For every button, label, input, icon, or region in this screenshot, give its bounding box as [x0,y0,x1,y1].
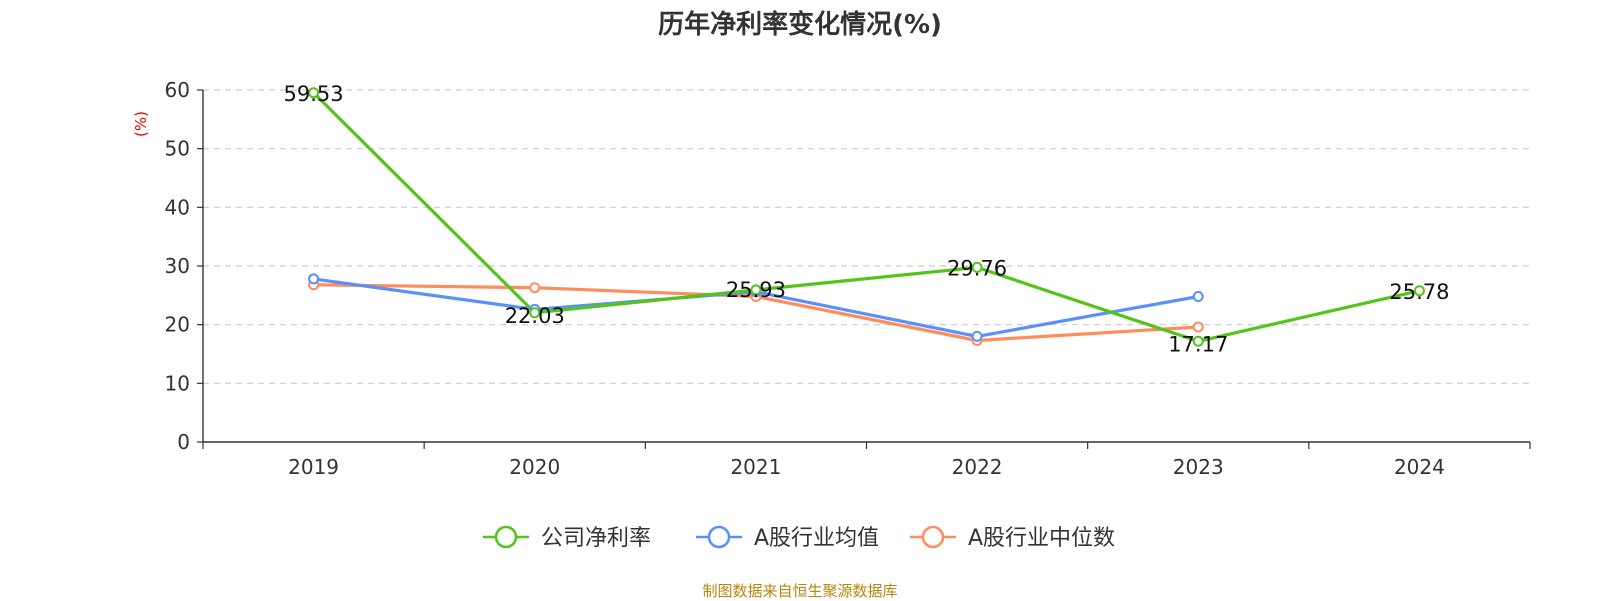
data-point [750,284,762,296]
data-label: 25.93 [726,278,786,302]
x-tick-label: 2023 [1173,455,1224,479]
data-point [529,307,541,319]
legend-label: A股行业中位数 [968,526,1115,551]
data-point [308,273,320,285]
data-label: 29.76 [947,256,1007,280]
data-point [971,330,983,342]
legend-marker [707,525,731,549]
axes: 0 10 20 30 40 50 60 2019 2020 2021 2022 2023 2024 [165,78,1531,479]
legend-item-1: A股行业均值 [696,525,879,551]
y-tick-label: 40 [165,195,190,219]
data-point [1192,335,1204,347]
x-tick-label: 2022 [952,455,1003,479]
data-labels: 59.53 22.03 25.93 29.76 17.17 25.78 [284,82,1450,357]
y-tick-label: 30 [165,254,190,278]
y-tick-label: 50 [165,137,190,161]
grid-lines [203,89,1530,384]
legend-marker [494,525,518,549]
chart-title: 历年净利率变化情况(%) [658,10,942,40]
data-point [529,282,541,294]
data-label: 17.17 [1168,332,1228,356]
data-point [1192,321,1204,333]
series-lines [312,91,1420,343]
legend: 公司净利率 A股行业均值 A股行业中位数 [483,525,1115,551]
x-tick-label: 2020 [509,455,560,479]
data-label: 59.53 [284,82,344,106]
data-label: 22.03 [505,304,565,328]
legend-label: 公司净利率 [541,526,651,551]
data-point [308,87,320,99]
x-tick-label: 2019 [288,455,339,479]
legend-label: A股行业均值 [754,526,879,551]
legend-item-0: 公司净利率 [483,525,651,551]
data-point [1192,291,1204,303]
x-tick-label: 2024 [1394,455,1445,479]
y-tick-label: 60 [165,78,190,102]
y-tick-label: 20 [165,313,190,337]
data-label: 25.78 [1389,280,1449,304]
data-point [1413,285,1425,297]
y-tick-label: 10 [165,371,190,395]
series-line-0 [312,91,1420,343]
data-point [971,261,983,273]
source-note: 制图数据来自恒生聚源数据库 [702,582,898,600]
series-points [308,87,1425,347]
legend-marker [921,525,945,549]
y-axis-label: (%) [132,111,150,137]
y-tick-label: 0 [177,430,190,454]
x-tick-label: 2021 [730,455,781,479]
legend-item-2: A股行业中位数 [910,525,1115,551]
